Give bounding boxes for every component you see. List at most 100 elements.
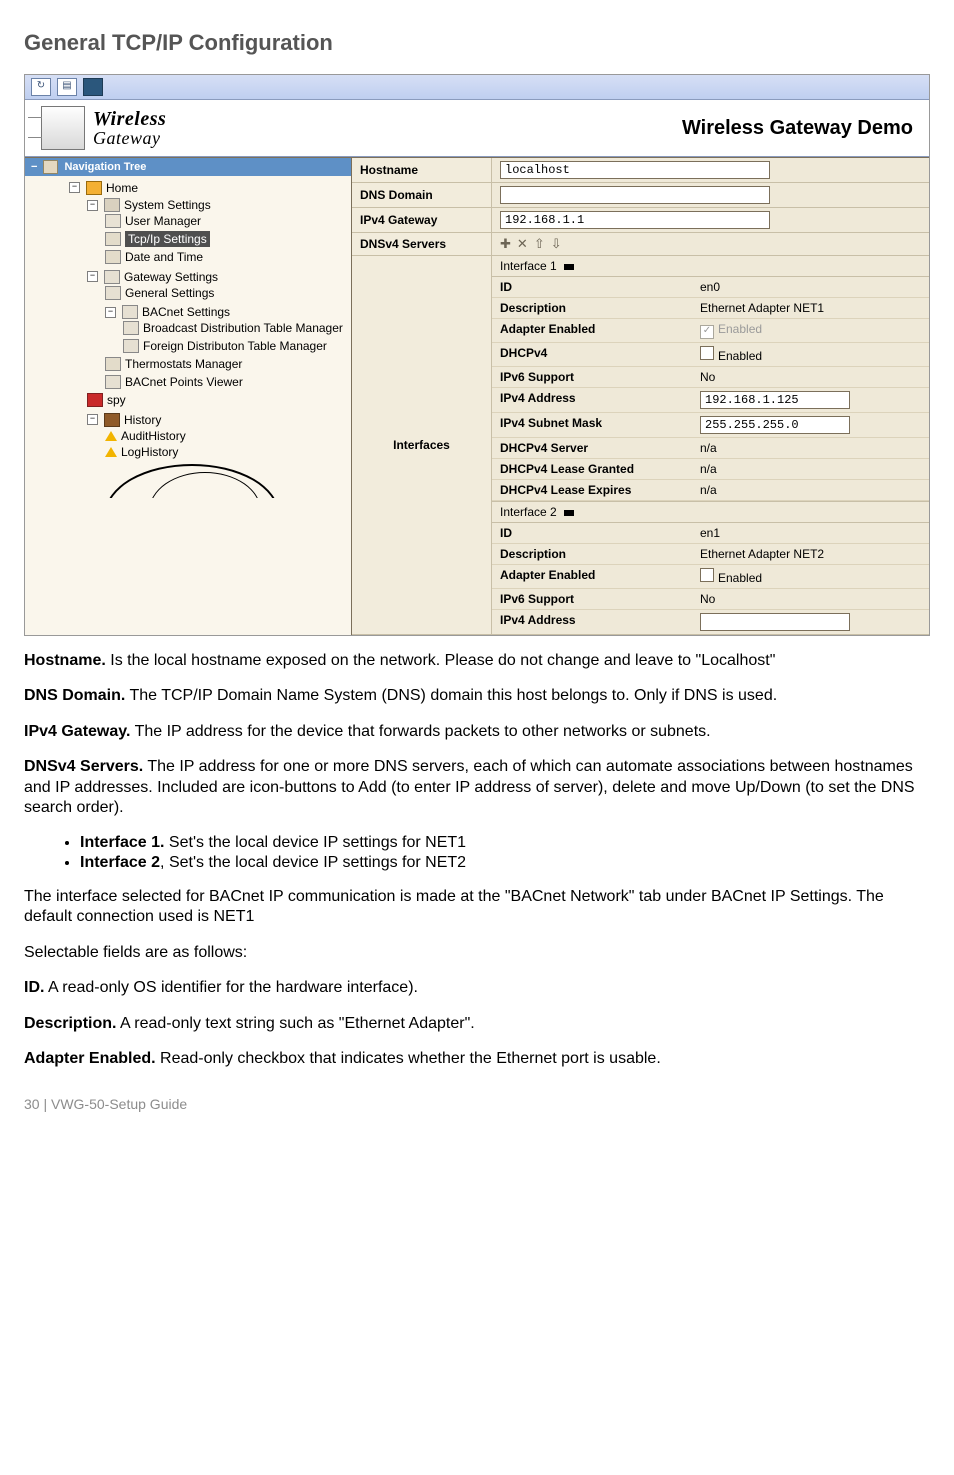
label-ipv4-gateway: IPv4 Gateway xyxy=(352,208,492,233)
desc-hostname: Is the local hostname exposed on the net… xyxy=(106,652,776,669)
iface1-id: en0 xyxy=(692,277,929,298)
delete-icon[interactable]: ✕ xyxy=(517,236,534,252)
iface1-dhcpsrv: n/a xyxy=(692,438,929,459)
nav-header: − Navigation Tree xyxy=(25,158,351,176)
checkbox-icon[interactable] xyxy=(700,346,714,360)
iface1-ipv6: No xyxy=(692,367,929,388)
tree-log[interactable]: LogHistory xyxy=(121,444,178,460)
up-icon[interactable]: ⇧ xyxy=(534,236,551,252)
label-dnsv4-servers: DNSv4 Servers xyxy=(352,233,492,256)
iface1-dhcpsrv-label: DHCPv4 Server xyxy=(492,438,692,459)
home-icon xyxy=(86,181,102,195)
checkbox-icon[interactable] xyxy=(700,568,714,582)
nav-bottom-logo xyxy=(105,460,321,498)
iface2-header[interactable]: Interface 2 xyxy=(492,501,929,523)
tree-general-settings[interactable]: General Settings xyxy=(125,285,214,301)
properties-panel: Hostname DNS Domain IPv4 Gateway DNSv4 S… xyxy=(352,157,929,635)
iface1-lease-e-label: DHCPv4 Lease Expires xyxy=(492,480,692,501)
points-icon xyxy=(105,375,121,389)
iface1-mask-input[interactable] xyxy=(700,416,850,434)
iface1-ipv4-input[interactable] xyxy=(700,391,850,409)
tree-gateway-settings[interactable]: Gateway Settings xyxy=(124,269,218,285)
settings-icon xyxy=(104,198,120,212)
collapse-icon[interactable] xyxy=(564,264,574,270)
iface2-adapter[interactable]: Enabled xyxy=(692,565,929,589)
expand-icon[interactable]: − xyxy=(87,271,98,282)
term-hostname: Hostname. xyxy=(24,652,106,669)
para-bacnet-note: The interface selected for BACnet IP com… xyxy=(24,887,930,928)
expand-icon[interactable]: − xyxy=(87,200,98,211)
document-text: Hostname. Is the local hostname exposed … xyxy=(24,651,930,1070)
label-interfaces: Interfaces xyxy=(352,256,492,635)
brand-line2: Gateway xyxy=(93,129,166,147)
expand-icon[interactable]: − xyxy=(69,182,80,193)
tree-bacnet-settings[interactable]: BACnet Settings xyxy=(142,304,230,320)
iface1-lease-g-label: DHCPv4 Lease Granted xyxy=(492,459,692,480)
add-icon[interactable]: ✚ xyxy=(500,236,517,252)
ipv4-gateway-input[interactable] xyxy=(500,211,770,229)
checkbox-icon: ✓ xyxy=(700,325,714,339)
desc-if1: Set's the local device IP settings for N… xyxy=(164,834,466,851)
tree-system-settings[interactable]: System Settings xyxy=(124,197,211,213)
tree-thermostats[interactable]: Thermostats Manager xyxy=(125,356,242,372)
term-dns-domain: DNS Domain. xyxy=(24,687,125,704)
tree-user-manager[interactable]: User Manager xyxy=(125,213,201,229)
enabled-text: Enabled xyxy=(718,322,762,336)
iface1-dhcp[interactable]: Enabled xyxy=(692,343,929,367)
nav-header-label: Navigation Tree xyxy=(64,161,146,173)
expand-icon[interactable]: − xyxy=(105,307,116,318)
iface1-lease-e: n/a xyxy=(692,480,929,501)
iface1-lease-g: n/a xyxy=(692,459,929,480)
desc-id: A read-only OS identifier for the hardwa… xyxy=(44,979,418,996)
demo-title: Wireless Gateway Demo xyxy=(682,117,913,140)
term-dnsv4: DNSv4 Servers. xyxy=(24,758,143,775)
tree-audit[interactable]: AuditHistory xyxy=(121,428,186,444)
table-icon xyxy=(123,321,139,335)
collapse-icon[interactable]: − xyxy=(31,161,37,173)
page-footer: 30 | VWG-50-Setup Guide xyxy=(24,1096,930,1112)
app-icon[interactable] xyxy=(83,78,103,96)
tree-fdt[interactable]: Foreign Distributon Table Manager xyxy=(143,338,327,354)
iface1-id-label: ID xyxy=(492,277,692,298)
expand-icon[interactable]: − xyxy=(87,414,98,425)
iface1-ipv6-label: IPv6 Support xyxy=(492,367,692,388)
term-id: ID. xyxy=(24,979,44,996)
iface1-desc: Ethernet Adapter NET1 xyxy=(692,298,929,319)
save-icon[interactable]: ▤ xyxy=(57,78,77,96)
desc-dnsv4: The IP address for one or more DNS serve… xyxy=(24,758,915,816)
nav-tree-panel: − Navigation Tree −Home −System Settings… xyxy=(25,157,352,635)
brand-text: Wireless Gateway xyxy=(93,109,166,147)
dns-domain-input[interactable] xyxy=(500,186,770,204)
warn-icon xyxy=(105,447,117,457)
tree-points-viewer[interactable]: BACnet Points Viewer xyxy=(125,374,243,390)
screenshot-container: ↻ ▤ Wireless Gateway Wireless Gateway De… xyxy=(24,74,930,636)
tree-history[interactable]: History xyxy=(124,412,161,428)
brand-logo-icon xyxy=(41,106,85,150)
gateway-icon xyxy=(104,270,120,284)
tree-bdt[interactable]: Broadcast Distribution Table Manager xyxy=(143,320,343,336)
down-icon[interactable]: ⇩ xyxy=(551,236,568,252)
desc-adapter-enabled: Read-only checkbox that indicates whethe… xyxy=(156,1050,661,1067)
iface2-id-label: ID xyxy=(492,523,692,544)
iface1-mask-label: IPv4 Subnet Mask xyxy=(492,413,692,438)
user-icon xyxy=(105,214,121,228)
tree-tcpip-selected[interactable]: Tcp/Ip Settings xyxy=(125,231,210,247)
bacnet-icon xyxy=(122,305,138,319)
refresh-icon[interactable]: ↻ xyxy=(31,78,51,96)
iface1-header[interactable]: Interface 1 xyxy=(492,256,929,277)
clock-icon xyxy=(105,250,121,264)
label-hostname: Hostname xyxy=(352,158,492,183)
iface1-title: Interface 1 xyxy=(500,259,557,273)
tree-home[interactable]: Home xyxy=(106,180,138,196)
history-icon xyxy=(104,413,120,427)
tree-datetime[interactable]: Date and Time xyxy=(125,249,203,265)
dnsv4-toolbar: ✚ ✕ ⇧ ⇩ xyxy=(492,233,929,256)
iface2-ipv4-input[interactable] xyxy=(700,613,850,631)
brand-line1: Wireless xyxy=(93,109,166,129)
desc-if2: , Set's the local device IP settings for… xyxy=(160,854,466,871)
hostname-input[interactable] xyxy=(500,161,770,179)
term-adapter-enabled: Adapter Enabled. xyxy=(24,1050,156,1067)
collapse-icon[interactable] xyxy=(564,510,574,516)
top-toolbar: ↻ ▤ xyxy=(25,75,929,100)
tree-spy[interactable]: spy xyxy=(107,392,126,408)
